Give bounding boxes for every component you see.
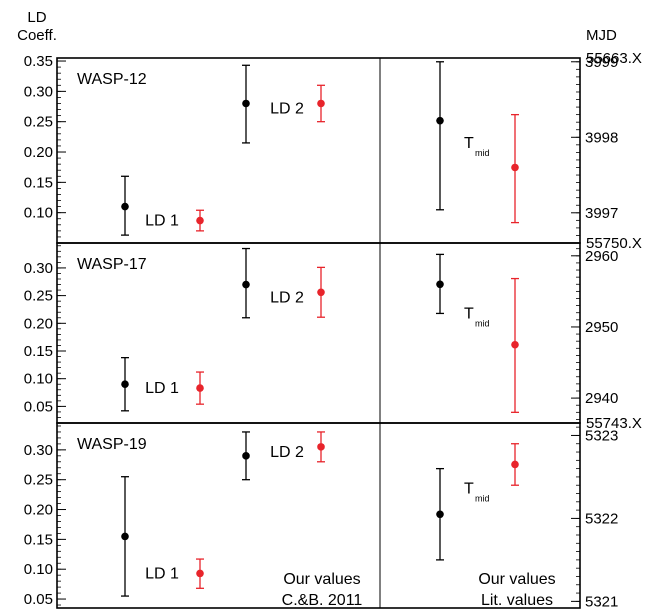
ld1-lit-point bbox=[196, 558, 204, 589]
left-tick-label: 0.35 bbox=[24, 53, 53, 70]
left-tick-label: 0.25 bbox=[24, 114, 53, 131]
right-tick-label: 5323 bbox=[585, 427, 618, 444]
plot-area: 0.35 0.30 0.25 0.20 0.15 0.10 3999 3998 3997 5566… bbox=[24, 50, 642, 610]
data-marker bbox=[121, 532, 129, 541]
ld1-label: LD 1 bbox=[145, 565, 179, 582]
right-tick-label: 2960 bbox=[585, 248, 618, 265]
tmid-label: T bbox=[464, 480, 474, 497]
panel-wasp-12: 0.35 0.30 0.25 0.20 0.15 0.10 3999 3998 3997 5566… bbox=[24, 50, 642, 244]
left-axis-label-line2: Coeff. bbox=[17, 27, 57, 44]
right-tick-label: 3997 bbox=[585, 205, 618, 222]
right-tick-label: 2940 bbox=[585, 390, 618, 407]
data-marker bbox=[317, 99, 325, 108]
data-marker bbox=[511, 340, 519, 349]
right-axis-offset: 55743.X bbox=[586, 415, 642, 432]
ld2-ours-point bbox=[242, 431, 250, 481]
ld1-label: LD 1 bbox=[145, 380, 179, 397]
panel-title: WASP-12 bbox=[77, 71, 147, 88]
tmid-lit-point bbox=[511, 443, 519, 486]
ld2-label: LD 2 bbox=[270, 289, 304, 306]
tmid-ours-point bbox=[436, 253, 444, 315]
tmid-label-subscript: mid bbox=[475, 148, 490, 158]
data-marker bbox=[242, 99, 250, 108]
data-marker bbox=[511, 460, 519, 469]
data-marker bbox=[317, 443, 325, 451]
tmid-lit-point bbox=[511, 277, 519, 413]
data-marker bbox=[436, 280, 444, 289]
data-marker bbox=[196, 384, 204, 392]
tmid-lit-point bbox=[511, 113, 519, 224]
ld2-label: LD 2 bbox=[270, 444, 304, 461]
tmid-ours-point bbox=[436, 61, 444, 211]
data-marker bbox=[242, 280, 250, 289]
ld1-ours-point bbox=[121, 175, 129, 236]
left-tick-label: 0.05 bbox=[24, 398, 53, 415]
left-tick-label: 0.20 bbox=[24, 502, 53, 519]
panel-wasp-17: 0.30 0.25 0.20 0.15 0.10 0.05 2960 2950 2940 5575… bbox=[24, 235, 642, 424]
right-tick-label: 5322 bbox=[585, 510, 618, 527]
legend-right-lit: Lit. values bbox=[481, 592, 553, 609]
data-marker bbox=[196, 216, 204, 225]
ld2-label: LD 2 bbox=[270, 100, 304, 117]
legend-left-ours: Our values bbox=[283, 571, 360, 588]
tmid-label-subscript: mid bbox=[475, 493, 490, 503]
data-marker bbox=[436, 510, 444, 519]
data-marker bbox=[121, 202, 129, 211]
left-tick-label: 0.25 bbox=[24, 288, 53, 305]
legend-left-lit: C.&B. 2011 bbox=[282, 592, 363, 609]
data-marker bbox=[242, 452, 250, 460]
ld1-lit-point bbox=[196, 209, 204, 232]
data-marker bbox=[511, 163, 519, 172]
tmid-label: T bbox=[464, 135, 474, 152]
legend-right-ours: Our values bbox=[478, 571, 555, 588]
right-tick-label: 3999 bbox=[585, 54, 618, 71]
left-tick-label: 0.30 bbox=[24, 260, 53, 277]
left-tick-label: 0.20 bbox=[24, 144, 53, 161]
ld2-ours-point bbox=[242, 247, 250, 319]
data-marker bbox=[317, 288, 325, 297]
panel-title: WASP-19 bbox=[77, 436, 147, 453]
right-axis-label: MJD bbox=[586, 27, 617, 44]
right-axis-offset: 55663.X bbox=[586, 50, 642, 67]
left-tick-label: 0.10 bbox=[24, 371, 53, 388]
ld1-lit-point bbox=[196, 371, 204, 405]
left-tick-label: 0.15 bbox=[24, 343, 53, 360]
panel-wasp-19: 0.30 0.25 0.20 0.15 0.10 0.05 5323 5322 5321 5574… bbox=[24, 415, 642, 610]
right-tick-label: 5321 bbox=[585, 593, 618, 610]
ld2-lit-point bbox=[317, 431, 325, 463]
left-tick-label: 0.10 bbox=[24, 205, 53, 222]
left-axis-label-line1: LD bbox=[27, 9, 46, 26]
right-tick-label: 3998 bbox=[585, 129, 618, 146]
left-tick-label: 0.15 bbox=[24, 174, 53, 191]
right-tick-label: 2950 bbox=[585, 319, 618, 336]
ld1-label: LD 1 bbox=[145, 213, 179, 230]
panel-title: WASP-17 bbox=[77, 256, 147, 273]
data-marker bbox=[121, 380, 129, 389]
ld2-lit-point bbox=[317, 266, 325, 318]
tmid-label-subscript: mid bbox=[475, 319, 490, 329]
tmid-label: T bbox=[464, 306, 474, 323]
left-tick-label: 0.25 bbox=[24, 472, 53, 489]
left-tick-label: 0.30 bbox=[24, 83, 53, 100]
tmid-ours-point bbox=[436, 467, 444, 561]
left-tick-label: 0.20 bbox=[24, 315, 53, 332]
ld1-ours-point bbox=[121, 356, 129, 412]
left-tick-label: 0.10 bbox=[24, 561, 53, 578]
ld1-ours-point bbox=[121, 476, 129, 597]
left-tick-label: 0.15 bbox=[24, 531, 53, 548]
data-marker bbox=[196, 569, 204, 578]
ld2-ours-point bbox=[242, 64, 250, 144]
left-tick-label: 0.05 bbox=[24, 591, 53, 608]
left-tick-label: 0.30 bbox=[24, 442, 53, 459]
right-axis-offset: 55750.X bbox=[586, 235, 642, 252]
ld2-lit-point bbox=[317, 84, 325, 123]
data-marker bbox=[436, 116, 444, 125]
